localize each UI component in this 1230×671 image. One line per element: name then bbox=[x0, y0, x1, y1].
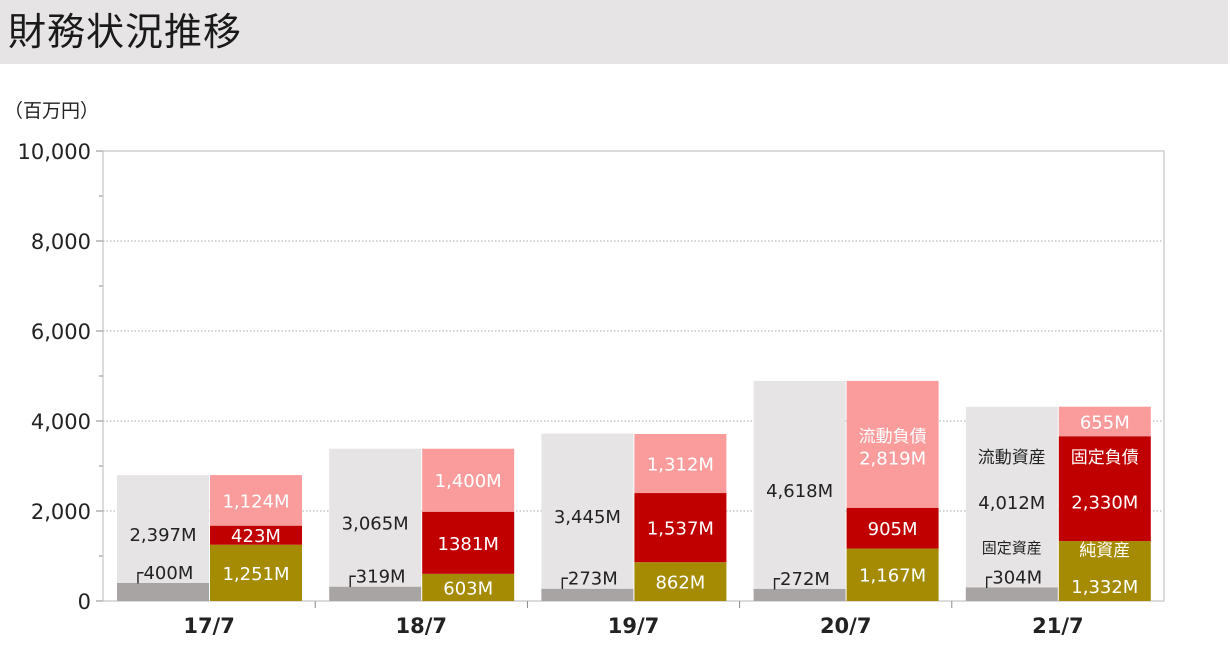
x-tick-label: 20/7 bbox=[820, 614, 872, 638]
header-bar: 財務状況推移 bbox=[0, 0, 1228, 64]
data-label: 4,618M bbox=[766, 481, 833, 502]
data-label: 1,251M bbox=[222, 564, 289, 585]
fixed-liability-bar bbox=[634, 493, 727, 563]
fixed-liability-bar bbox=[1058, 436, 1151, 542]
fixed-liability-bar bbox=[422, 511, 515, 574]
data-label: 3,445M bbox=[554, 507, 621, 528]
plot-area bbox=[102, 150, 1165, 602]
annotation-net-assets: 純資産 bbox=[1079, 541, 1130, 561]
data-label: 4,012M bbox=[978, 493, 1045, 514]
data-label: 2,397M bbox=[129, 525, 196, 546]
annotation-current-liabilities: 流動負債 bbox=[859, 427, 927, 447]
data-label: ┌273M bbox=[557, 569, 618, 590]
asset-bar-fixed bbox=[753, 588, 846, 601]
asset-bar-fixed bbox=[117, 583, 209, 601]
x-tick-label: 18/7 bbox=[396, 614, 448, 638]
y-tick-label: 0 bbox=[78, 590, 91, 614]
fixed-liability-bar bbox=[210, 525, 302, 545]
asset-bar-fixed bbox=[965, 587, 1058, 601]
asset-bar-current bbox=[965, 406, 1058, 588]
annotation-current-assets: 流動資産 bbox=[978, 448, 1046, 468]
data-label: ┌319M bbox=[345, 567, 406, 588]
y-tick-label: 6,000 bbox=[31, 320, 91, 344]
equity-bar bbox=[422, 573, 515, 601]
data-label: 1381M bbox=[438, 534, 499, 555]
asset-bar-current bbox=[753, 380, 846, 589]
data-label: 1,167M bbox=[859, 566, 926, 587]
data-label: 655M bbox=[1080, 412, 1130, 433]
data-label: 862M bbox=[655, 573, 705, 594]
equity-bar bbox=[210, 544, 302, 601]
current-liability-bar bbox=[846, 380, 939, 508]
data-label: 1,400M bbox=[435, 471, 502, 492]
current-liability-bar bbox=[1058, 406, 1151, 437]
y-tick-label: 10,000 bbox=[18, 140, 91, 164]
current-liability-bar bbox=[422, 448, 515, 512]
page-title: 財務状況推移 bbox=[8, 10, 243, 54]
data-label: 2,819M bbox=[859, 448, 926, 469]
equity-bar bbox=[634, 562, 727, 601]
y-axis-unit-label: （百万円） bbox=[4, 100, 100, 122]
asset-bar-current bbox=[541, 433, 634, 589]
data-label: 1,312M bbox=[647, 455, 714, 476]
data-label: 3,065M bbox=[342, 514, 409, 535]
data-label: 905M bbox=[868, 519, 918, 540]
y-tick-label: 4,000 bbox=[31, 410, 91, 434]
data-label: 423M bbox=[231, 526, 281, 547]
current-liability-bar bbox=[634, 434, 727, 494]
data-label: 1,124M bbox=[222, 491, 289, 512]
current-liability-bar bbox=[210, 475, 302, 526]
data-label: ┌304M bbox=[981, 567, 1042, 588]
y-tick-label: 2,000 bbox=[31, 500, 91, 524]
asset-bar-current bbox=[117, 475, 209, 583]
asset-bar-fixed bbox=[541, 588, 634, 601]
data-label: 1,537M bbox=[647, 519, 714, 540]
data-label: ┌272M bbox=[769, 569, 830, 590]
fixed-liability-bar bbox=[846, 507, 939, 549]
data-label: ┌400M bbox=[133, 563, 194, 584]
asset-bar-fixed bbox=[329, 586, 422, 601]
x-tick-label: 19/7 bbox=[608, 614, 660, 638]
data-label: 2,330M bbox=[1071, 493, 1138, 514]
annotation-fixed-assets: 固定資産 bbox=[982, 539, 1042, 557]
data-label: 603M bbox=[443, 578, 493, 599]
x-tick-label: 21/7 bbox=[1032, 614, 1084, 638]
asset-bar-current bbox=[329, 448, 422, 587]
equity-bar bbox=[846, 548, 939, 601]
y-tick-label: 8,000 bbox=[31, 230, 91, 254]
x-tick-label: 17/7 bbox=[183, 614, 235, 638]
annotation-fixed-liabilities: 固定負債 bbox=[1071, 448, 1139, 468]
equity-bar bbox=[1058, 541, 1151, 601]
data-label: 1,332M bbox=[1071, 577, 1138, 598]
